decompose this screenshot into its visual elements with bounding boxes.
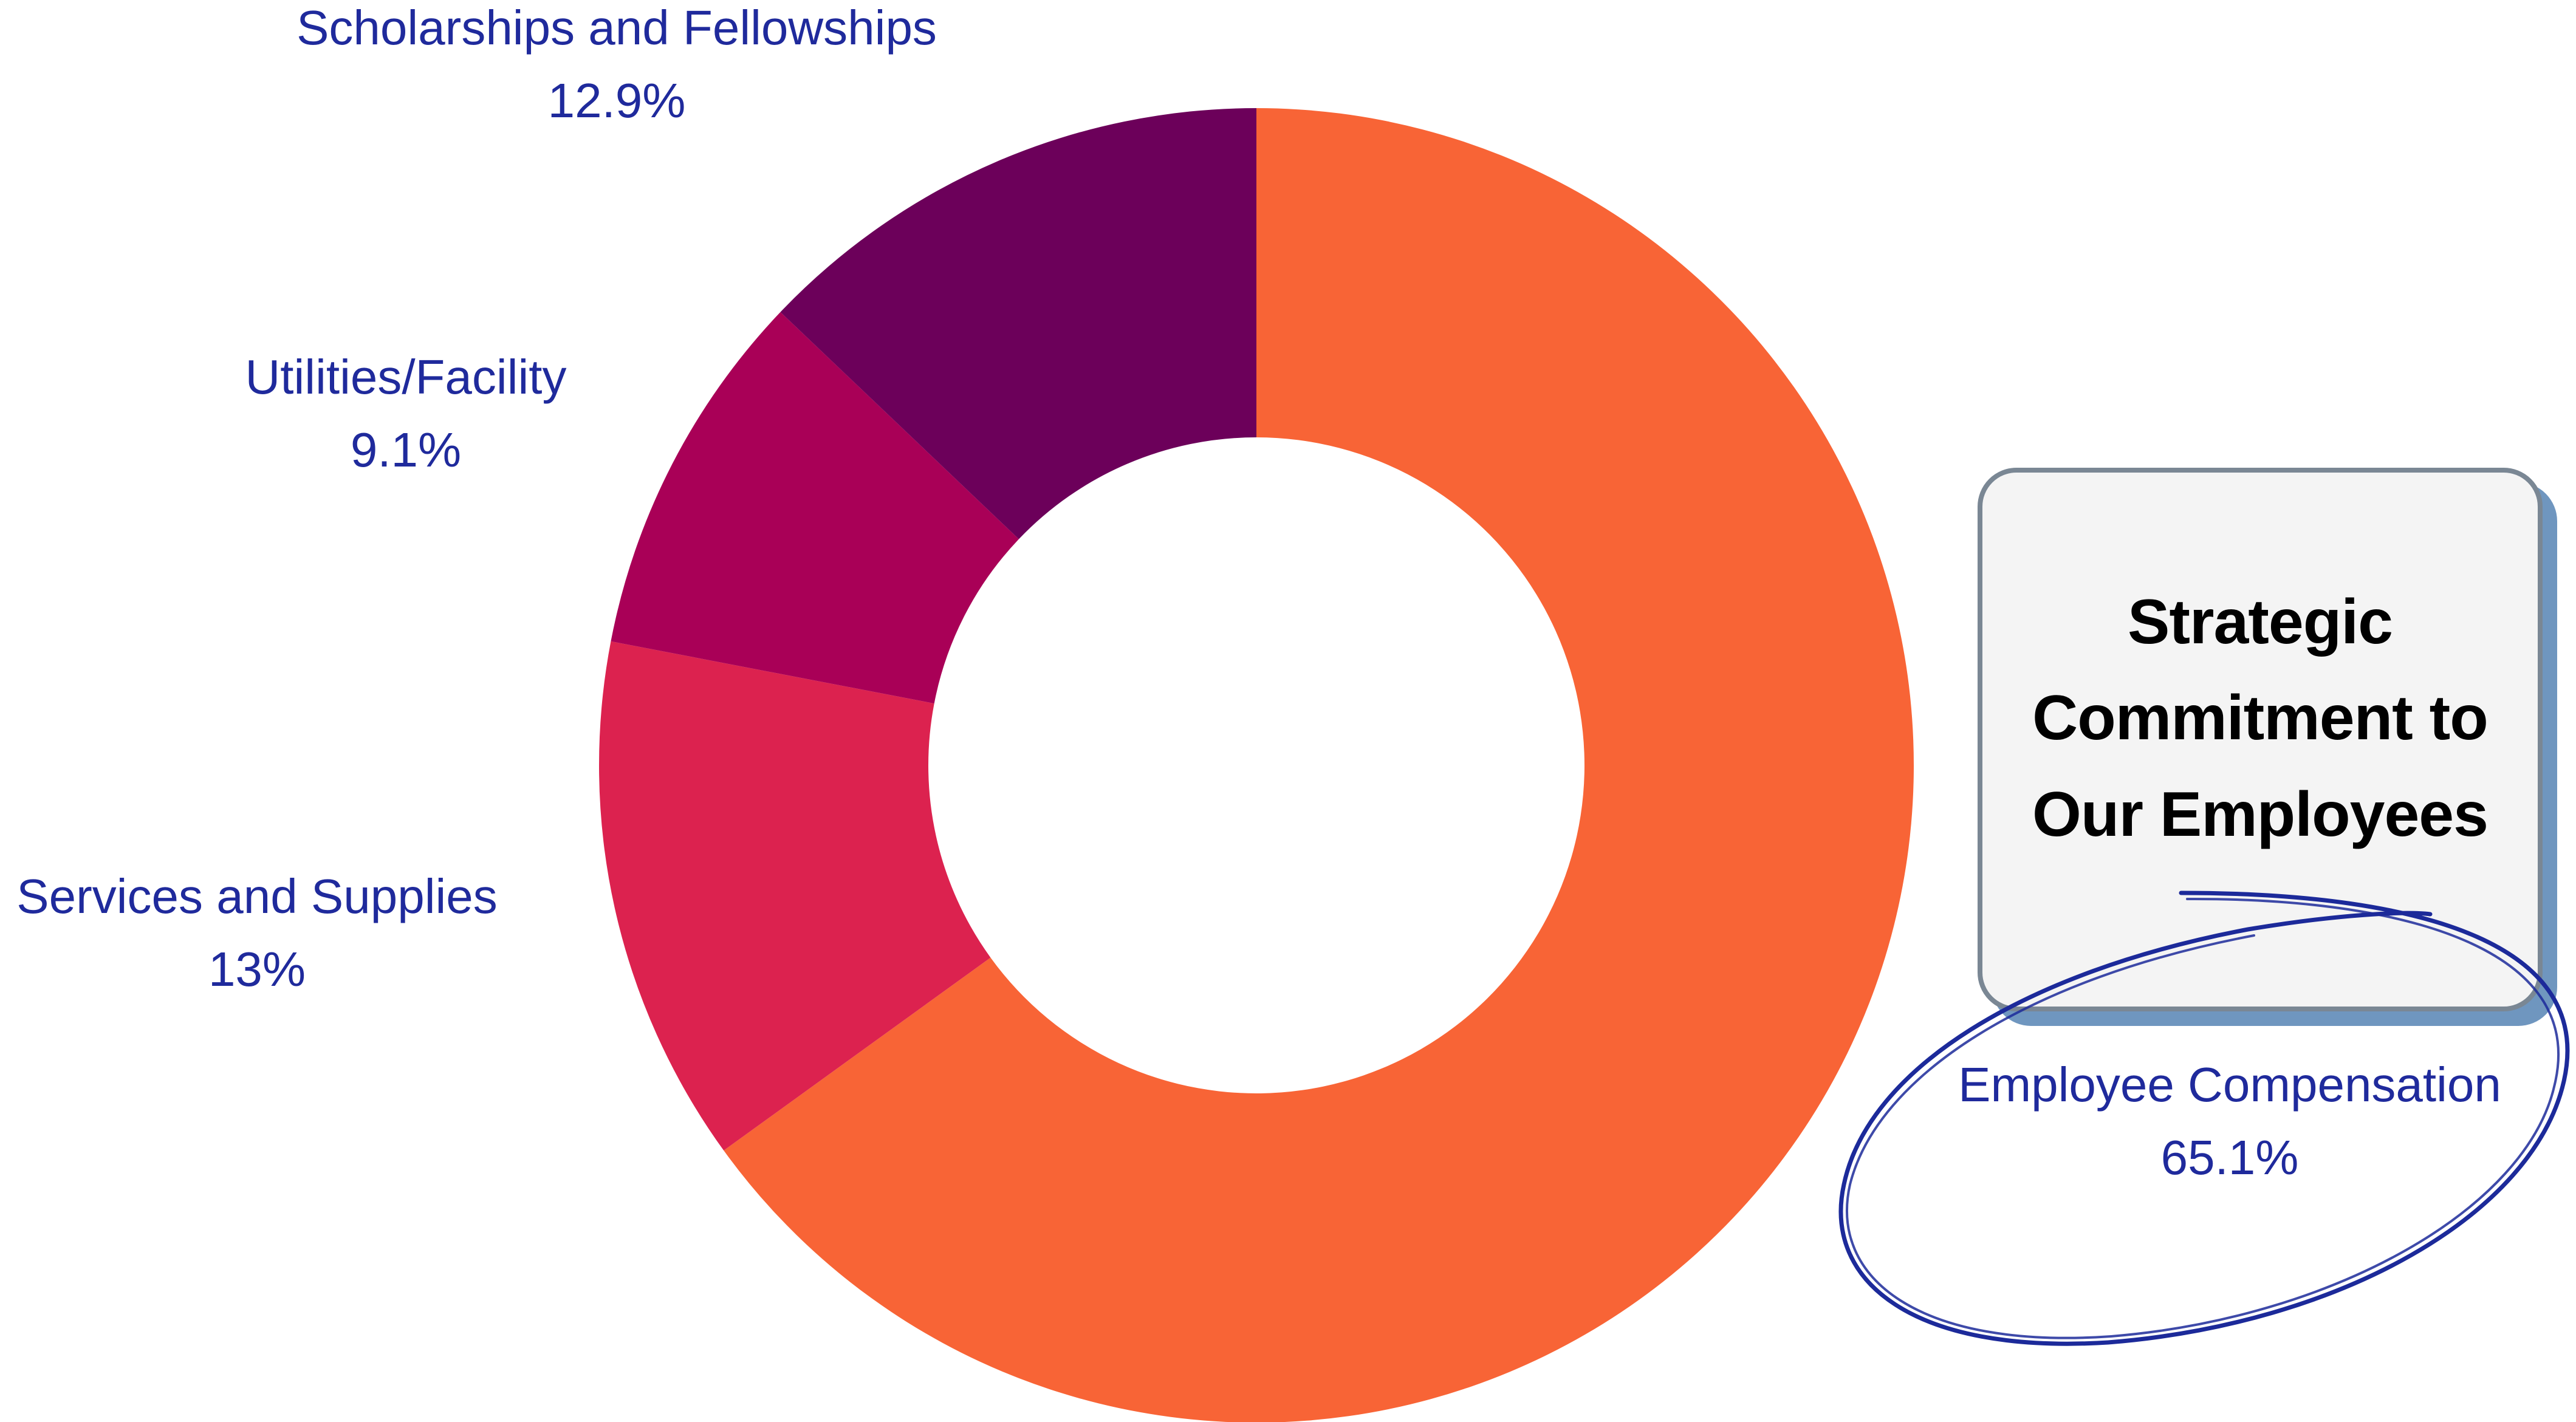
callout-text: Strategic Commitment to Our Employees bbox=[2032, 587, 2489, 850]
slice-scholarships-and-fellowships bbox=[780, 108, 1256, 539]
slice-services-and-supplies bbox=[598, 641, 991, 1151]
slice-name-label: Services and Supplies bbox=[16, 869, 498, 923]
slice-value-label: 13% bbox=[208, 942, 306, 996]
slice-name-label: Employee Compensation bbox=[1958, 1058, 2501, 1112]
slices-group bbox=[598, 108, 1914, 1422]
slice-name-label: Scholarships and Fellowships bbox=[296, 1, 937, 55]
slice-name-label: Utilities/Facility bbox=[245, 350, 567, 404]
slice-utilities-facility bbox=[611, 312, 1019, 704]
slice-employee-compensation bbox=[724, 108, 1914, 1422]
slice-value-label: 9.1% bbox=[351, 423, 461, 477]
slice-value-label: 12.9% bbox=[548, 73, 686, 128]
slice-value-label: 65.1% bbox=[2161, 1130, 2299, 1184]
callout-box: Strategic Commitment to Our Employees bbox=[1978, 468, 2543, 1011]
